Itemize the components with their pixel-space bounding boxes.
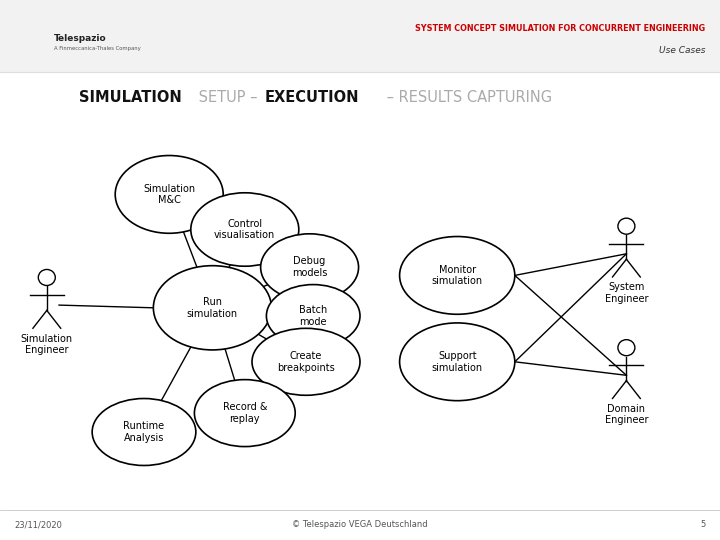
Ellipse shape	[38, 269, 55, 286]
Ellipse shape	[92, 399, 196, 465]
Text: Batch
mode: Batch mode	[299, 305, 328, 327]
Ellipse shape	[400, 323, 515, 401]
Text: Use Cases: Use Cases	[659, 46, 706, 55]
Text: A Finmeccanica-Thales Company: A Finmeccanica-Thales Company	[54, 46, 140, 51]
Text: Monitor
simulation: Monitor simulation	[431, 265, 483, 286]
Text: – RESULTS CAPTURING: – RESULTS CAPTURING	[382, 90, 552, 105]
Ellipse shape	[618, 340, 635, 356]
Text: Create
breakpoints: Create breakpoints	[277, 351, 335, 373]
Text: SIMULATION: SIMULATION	[79, 90, 182, 105]
Text: SYSTEM CONCEPT SIMULATION FOR CONCURRENT ENGINEERING: SYSTEM CONCEPT SIMULATION FOR CONCURRENT…	[415, 24, 706, 32]
Ellipse shape	[115, 156, 223, 233]
Text: Debug
models: Debug models	[292, 256, 328, 278]
Text: Run
simulation: Run simulation	[186, 297, 238, 319]
Ellipse shape	[194, 380, 295, 447]
FancyBboxPatch shape	[0, 0, 720, 73]
Ellipse shape	[252, 328, 360, 395]
Ellipse shape	[400, 237, 515, 314]
Ellipse shape	[261, 234, 359, 301]
Ellipse shape	[191, 193, 299, 266]
Text: 23/11/2020: 23/11/2020	[14, 521, 62, 529]
Ellipse shape	[618, 218, 635, 234]
Text: Control
visualisation: Control visualisation	[214, 219, 276, 240]
Text: SETUP –: SETUP –	[194, 90, 263, 105]
Text: 5: 5	[701, 521, 706, 529]
Text: System
Engineer: System Engineer	[605, 282, 648, 304]
Text: Runtime
Analysis: Runtime Analysis	[123, 421, 165, 443]
Text: Record &
replay: Record & replay	[222, 402, 267, 424]
Text: Domain
Engineer: Domain Engineer	[605, 404, 648, 426]
Text: Support
simulation: Support simulation	[431, 351, 483, 373]
Ellipse shape	[266, 285, 360, 347]
Text: EXECUTION: EXECUTION	[265, 90, 359, 105]
Text: Simulation
Engineer: Simulation Engineer	[21, 334, 73, 355]
Text: © Telespazio VEGA Deutschland: © Telespazio VEGA Deutschland	[292, 521, 428, 529]
Text: Telespazio: Telespazio	[54, 35, 107, 43]
Ellipse shape	[153, 266, 271, 350]
Text: Simulation
M&C: Simulation M&C	[143, 184, 195, 205]
